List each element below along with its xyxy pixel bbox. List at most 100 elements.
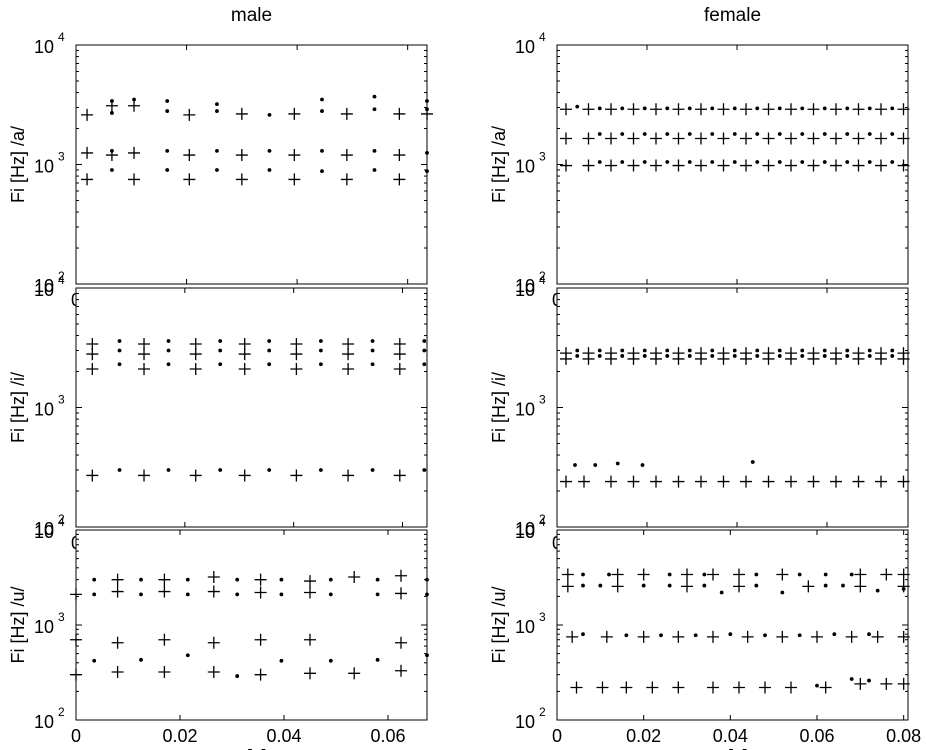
plus-marker bbox=[81, 146, 94, 159]
plus-marker bbox=[111, 636, 124, 649]
plus-marker bbox=[304, 667, 316, 680]
dot-marker bbox=[597, 354, 602, 358]
plus-marker bbox=[852, 132, 865, 145]
plus-marker bbox=[880, 677, 893, 690]
plus-marker bbox=[672, 103, 685, 116]
dot-marker bbox=[800, 354, 805, 358]
plus-marker bbox=[759, 681, 771, 694]
plus-marker bbox=[695, 475, 707, 488]
plus-marker bbox=[596, 681, 609, 694]
dot-marker bbox=[755, 106, 760, 111]
dot-marker bbox=[822, 348, 827, 353]
plus-marker bbox=[650, 103, 662, 116]
plus-marker bbox=[395, 587, 407, 600]
dot-marker bbox=[732, 160, 737, 164]
dot-marker bbox=[822, 106, 827, 111]
plus-marker bbox=[627, 132, 640, 145]
y-tick-exponent: 2 bbox=[58, 512, 65, 526]
dot-marker bbox=[875, 588, 880, 593]
y-axis-label: Fi [Hz] /u/ bbox=[489, 586, 509, 663]
y-tick-exponent: 3 bbox=[539, 150, 546, 164]
plus-marker bbox=[560, 475, 572, 488]
y-tick-exponent: 4 bbox=[539, 30, 546, 44]
plus-marker bbox=[717, 159, 730, 172]
y-tick-label: 10 bbox=[34, 400, 54, 420]
dot-marker bbox=[867, 354, 872, 358]
dot-marker bbox=[117, 362, 122, 367]
plot-frame bbox=[75, 287, 428, 528]
plus-marker bbox=[672, 475, 685, 488]
dot-marker bbox=[267, 362, 272, 367]
dot-marker bbox=[867, 132, 872, 136]
dot-marker bbox=[215, 148, 219, 153]
y-axis-label: Fi [Hz] /i/ bbox=[489, 372, 509, 443]
dot-marker bbox=[777, 354, 782, 358]
y-tick-label: 10 bbox=[34, 37, 54, 57]
plus-marker bbox=[393, 149, 406, 162]
plus-marker bbox=[395, 664, 407, 677]
dot-marker bbox=[328, 577, 333, 582]
plus-marker bbox=[290, 469, 303, 482]
y-tick-label: 10 bbox=[34, 276, 54, 296]
dot-marker bbox=[139, 592, 143, 597]
plus-marker bbox=[785, 352, 797, 365]
dot-marker bbox=[318, 468, 323, 472]
dot-marker bbox=[110, 148, 114, 153]
y-tick-exponent: 3 bbox=[539, 393, 546, 407]
x-tick-label: 0 bbox=[552, 726, 562, 746]
dot-marker bbox=[667, 583, 672, 588]
plus-marker bbox=[238, 337, 251, 350]
plus-marker bbox=[81, 173, 94, 186]
y-tick-exponent: 4 bbox=[58, 515, 65, 529]
y-tick-label: 10 bbox=[515, 519, 535, 539]
dot-marker bbox=[581, 572, 585, 577]
plus-marker bbox=[695, 103, 707, 116]
plus-marker bbox=[776, 568, 789, 581]
plus-marker bbox=[897, 103, 910, 116]
dot-marker bbox=[215, 168, 219, 172]
dot-marker bbox=[166, 348, 171, 353]
y-tick-label: 10 bbox=[515, 712, 535, 732]
y-tick-label: 10 bbox=[34, 617, 54, 637]
plus-marker bbox=[342, 469, 355, 482]
plus-marker bbox=[340, 107, 353, 120]
dot-marker bbox=[710, 348, 715, 353]
y-tick-exponent: 4 bbox=[58, 273, 65, 287]
dot-marker bbox=[845, 160, 850, 164]
plus-marker bbox=[207, 636, 220, 649]
dot-marker bbox=[665, 348, 670, 353]
dot-marker bbox=[215, 102, 219, 107]
dot-marker bbox=[890, 354, 895, 358]
plus-marker bbox=[785, 132, 797, 145]
plus-marker bbox=[342, 362, 355, 375]
plus-marker bbox=[70, 633, 82, 646]
plus-marker bbox=[70, 668, 82, 681]
dot-marker bbox=[755, 160, 760, 164]
plus-marker bbox=[189, 348, 202, 361]
plus-marker bbox=[582, 159, 595, 172]
dot-marker bbox=[318, 362, 323, 367]
dot-marker bbox=[823, 583, 828, 588]
y-axis-label: Fi [Hz] /u/ bbox=[8, 586, 28, 663]
chart-title: male bbox=[231, 5, 272, 26]
dot-marker bbox=[218, 348, 223, 353]
plus-marker bbox=[138, 348, 151, 361]
dot-marker bbox=[845, 354, 850, 358]
plus-marker bbox=[111, 585, 124, 598]
y-axis-label: Fi [Hz] /i/ bbox=[8, 372, 28, 443]
plus-marker bbox=[128, 146, 141, 159]
x-tick-label: 0.02 bbox=[162, 726, 197, 746]
dot-marker bbox=[800, 132, 805, 136]
dot-marker bbox=[575, 104, 580, 109]
dot-marker bbox=[665, 106, 670, 111]
plus-marker bbox=[733, 580, 745, 593]
y-tick-exponent: 4 bbox=[539, 273, 546, 287]
plus-marker bbox=[238, 469, 251, 482]
dot-marker bbox=[185, 653, 190, 658]
plus-marker bbox=[86, 337, 99, 350]
dot-marker bbox=[139, 577, 143, 582]
y-tick-label: 10 bbox=[515, 280, 535, 300]
plus-marker bbox=[189, 362, 202, 375]
